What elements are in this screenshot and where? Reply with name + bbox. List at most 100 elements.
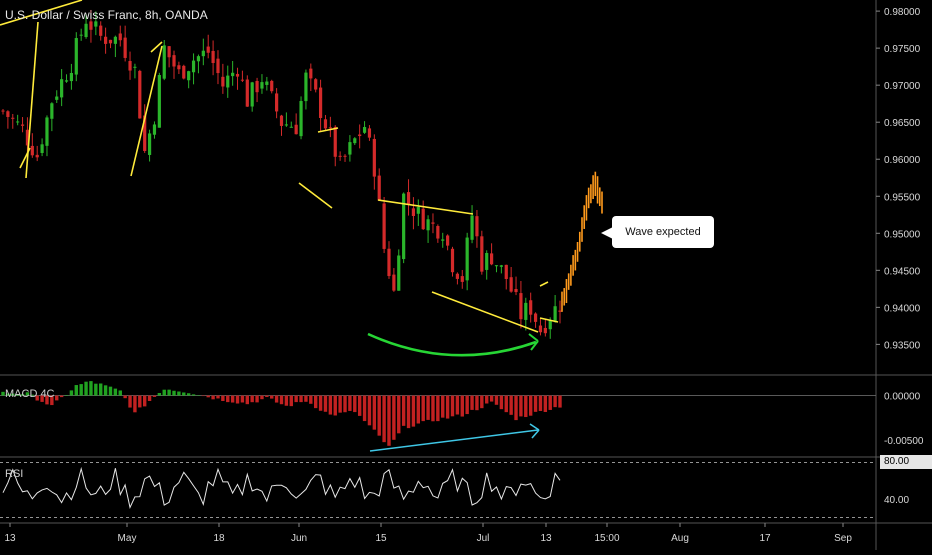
macd-histogram-bar <box>514 395 518 421</box>
macd-histogram-bar <box>367 395 372 426</box>
macd-histogram-bar <box>372 395 377 430</box>
macd-histogram-bar <box>74 385 78 396</box>
candle-body <box>255 80 259 93</box>
macd-histogram-bar <box>392 395 396 440</box>
candle-body <box>138 70 142 119</box>
macd-histogram-bar <box>533 395 538 412</box>
time-tick-label: 15:00 <box>594 533 619 544</box>
rounding-bottom-arrowhead <box>528 333 539 351</box>
macd-histogram-bar <box>343 395 347 413</box>
candle-body <box>64 80 69 82</box>
candle-body <box>533 313 538 322</box>
candle-body <box>167 46 171 58</box>
macd-histogram-bar <box>211 395 215 400</box>
time-tick-label: 13 <box>4 533 16 544</box>
macd-histogram-bar <box>357 395 362 416</box>
time-tick-label: 15 <box>375 533 387 544</box>
candle-body <box>485 252 489 270</box>
trendline <box>317 127 339 133</box>
candle-body <box>16 121 20 123</box>
candle-body <box>172 55 176 67</box>
candle-body <box>402 193 406 260</box>
candle-body <box>426 219 430 231</box>
macd-histogram-bar <box>362 395 367 422</box>
macd-histogram-bar <box>475 395 479 411</box>
candle-body <box>94 21 98 27</box>
candle-body <box>270 80 274 92</box>
candle-body <box>470 215 474 240</box>
macd-histogram-bar <box>15 394 20 396</box>
macd-histogram-bar <box>255 395 259 403</box>
macd-histogram-bar <box>191 394 196 396</box>
macd-histogram-bar <box>377 395 381 436</box>
candle-body <box>89 21 93 30</box>
candle-body <box>128 61 132 71</box>
trendline <box>19 147 31 169</box>
macd-histogram-bar <box>59 395 64 398</box>
candle-body <box>318 87 323 118</box>
macd-histogram-bar <box>245 395 249 405</box>
candle-body <box>275 93 279 112</box>
macd-histogram-bar <box>401 395 406 426</box>
macd-histogram-bar <box>55 395 59 401</box>
candle-body <box>377 175 381 201</box>
macd-histogram-bar <box>426 395 430 420</box>
candle-body <box>152 124 157 135</box>
candle-body <box>416 207 420 214</box>
macd-histogram-bar <box>142 395 147 407</box>
candle-body <box>519 293 523 320</box>
candle-body <box>362 127 367 133</box>
time-tick-label: May <box>118 533 137 544</box>
candle-body <box>328 127 332 129</box>
macd-histogram-bar <box>294 395 298 403</box>
candle-body <box>343 155 347 157</box>
candle-body <box>143 115 147 151</box>
macd-histogram-bar <box>416 395 421 424</box>
candle-body <box>25 129 30 146</box>
candle-body <box>99 25 103 36</box>
candle-body <box>504 264 508 279</box>
callout-pointer <box>601 227 613 239</box>
macd-histogram-bar <box>519 395 523 417</box>
time-tick-label: 18 <box>213 533 225 544</box>
macd-histogram-bar <box>406 395 411 429</box>
macd-histogram-bar <box>397 395 401 434</box>
macd-divergence-arrowhead <box>529 423 540 439</box>
candle-body <box>348 142 352 155</box>
macd-histogram-bar <box>50 395 54 406</box>
candle-body <box>406 192 411 204</box>
candle-body <box>397 255 401 291</box>
macd-histogram-bar <box>89 381 93 396</box>
macd-histogram-bar <box>79 384 83 396</box>
macd-histogram-bar <box>274 395 279 403</box>
macd-histogram-bar <box>270 395 274 399</box>
macd-histogram-bar <box>84 381 88 396</box>
macd-histogram-bar <box>553 395 557 408</box>
candle-body <box>455 273 459 279</box>
macd-histogram-bar <box>338 395 342 413</box>
trendline <box>150 41 163 53</box>
macd-histogram-bar <box>99 383 103 396</box>
candle-body <box>421 208 425 230</box>
macd-histogram-bar <box>558 395 562 408</box>
candle-body <box>450 248 455 273</box>
macd-histogram-bar <box>265 395 269 398</box>
candle-body <box>499 265 503 267</box>
price-tick-label: 0.97000 <box>884 81 921 92</box>
price-tick-label: 0.95500 <box>884 192 921 203</box>
time-tick-label: Jul <box>477 533 490 544</box>
candle-body <box>30 145 34 156</box>
candle-body <box>240 79 245 81</box>
macd-histogram-bar <box>480 395 484 409</box>
macd-histogram-bar <box>470 395 474 410</box>
candle-body <box>226 75 230 88</box>
candle-body <box>221 76 225 87</box>
candle-body <box>392 274 396 291</box>
macd-histogram-bar <box>94 383 98 396</box>
candle-body <box>113 36 117 44</box>
macd-histogram-bar <box>128 395 132 408</box>
macd-histogram-bar <box>289 395 293 407</box>
macd-histogram-bar <box>177 391 181 396</box>
macd-histogram-bar <box>196 395 201 396</box>
